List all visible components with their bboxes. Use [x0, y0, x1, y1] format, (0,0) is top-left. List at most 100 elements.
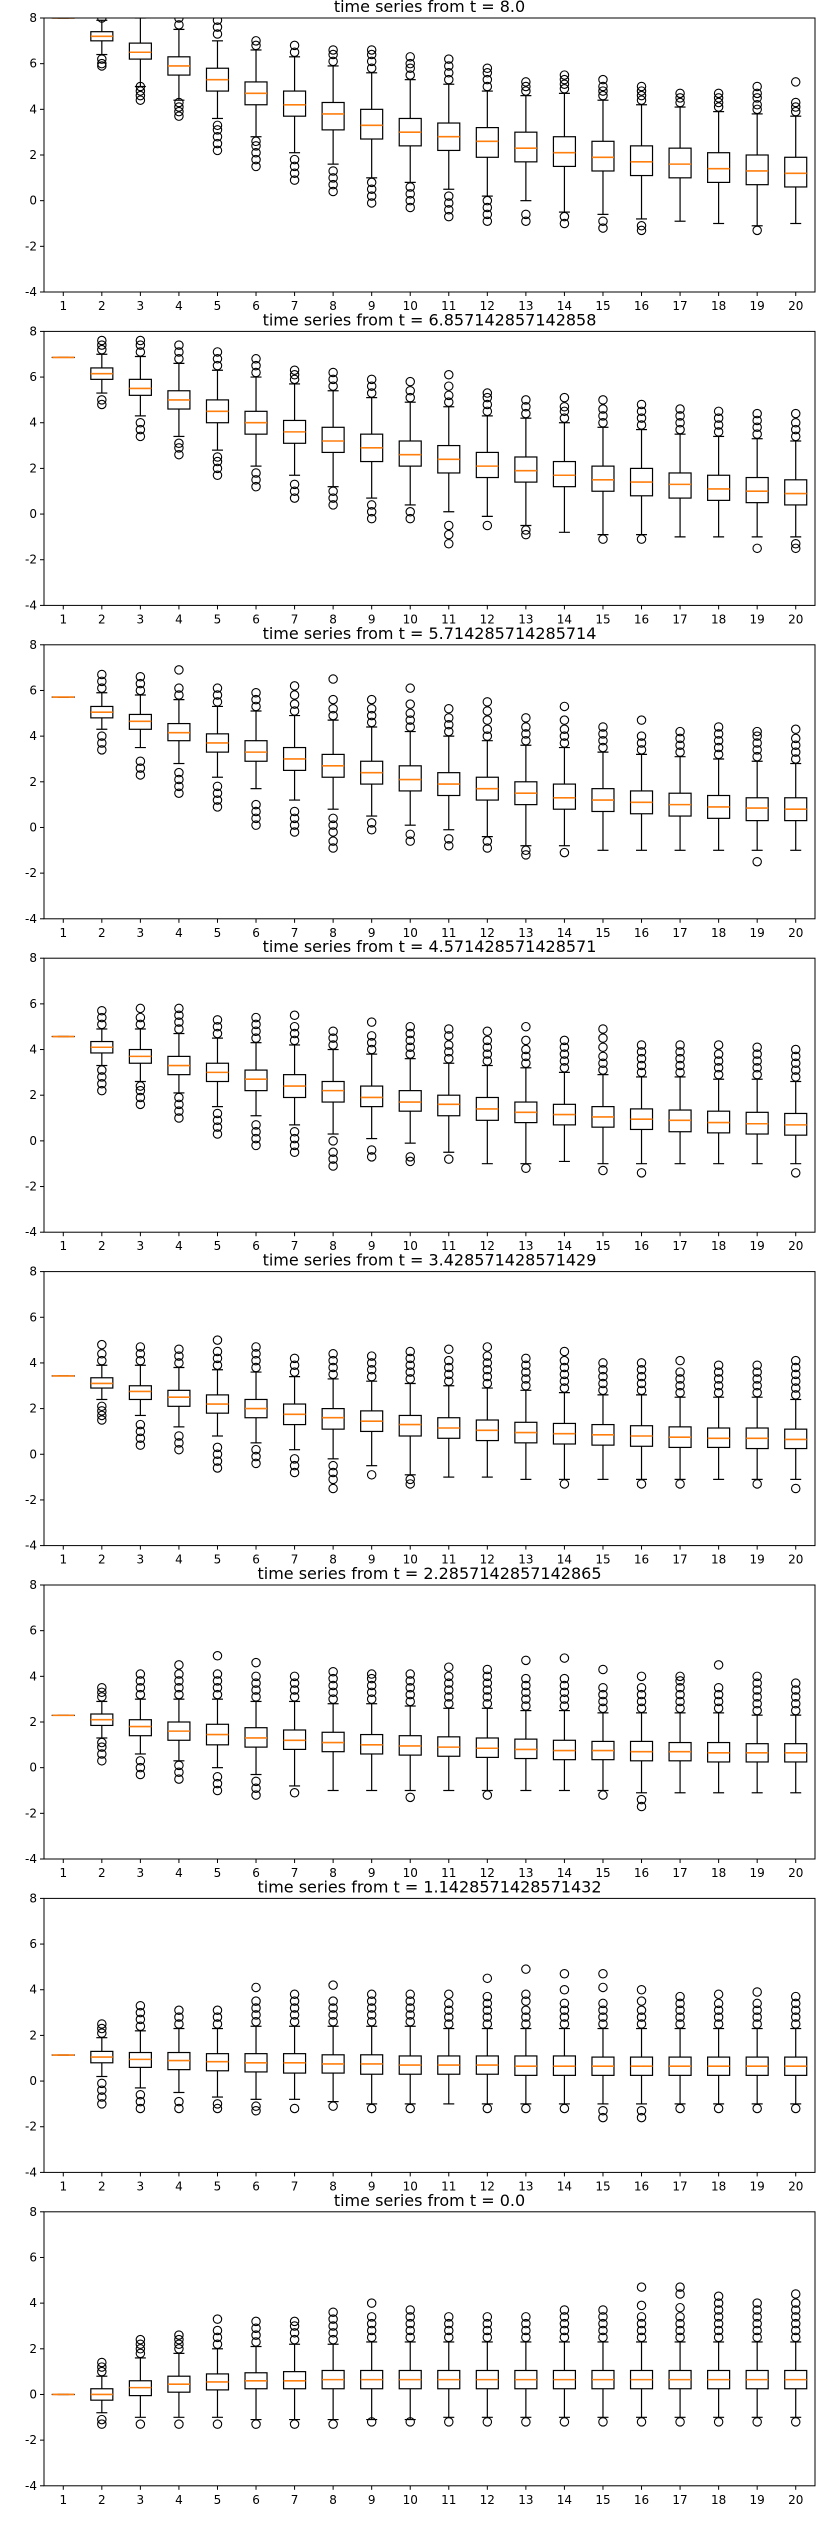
x-tick-label: 17 [672, 1239, 687, 1253]
box-5 [205, 1651, 230, 1796]
box-17 [668, 404, 692, 538]
outlier-point [636, 221, 647, 231]
outlier-point [636, 2325, 647, 2336]
outlier-point [713, 2305, 724, 2315]
box-iqr [437, 1094, 461, 1117]
outlier-point [405, 1346, 415, 1357]
outlier-point [598, 729, 608, 739]
outlier-point [675, 726, 685, 737]
outlier-point [405, 1792, 415, 1803]
outlier-point [405, 1676, 415, 1686]
outlier-point [251, 1342, 261, 1352]
box-12 [475, 697, 499, 853]
outlier-point [636, 534, 647, 544]
outlier-point [174, 1024, 184, 1034]
outlier-point [752, 1479, 762, 1489]
outlier-point [598, 395, 608, 405]
x-tick-label: 6 [252, 612, 260, 626]
outlier-point [713, 749, 724, 760]
outlier-point [521, 525, 531, 535]
box-13 [514, 77, 538, 226]
outlier-point [444, 1662, 454, 1672]
x-tick-label: 3 [137, 926, 145, 940]
outlier-point [405, 52, 415, 62]
outlier-point [212, 456, 223, 467]
box-4 [167, 665, 191, 798]
outlier-point [598, 2019, 608, 2029]
box-8 [321, 2307, 345, 2429]
box-7 [282, 1671, 307, 1798]
outlier-point [174, 1669, 184, 1679]
outlier-point [328, 2314, 338, 2324]
outlier-point [97, 58, 107, 69]
outlier-point [97, 676, 107, 687]
x-tick-label: 14 [557, 2493, 572, 2507]
box-iqr [128, 1719, 152, 1737]
outlier-point [636, 738, 647, 748]
outlier-point [289, 813, 300, 824]
outlier-point [328, 367, 338, 378]
outlier-point [598, 2332, 608, 2343]
outlier-point [97, 340, 107, 350]
outlier-point [174, 788, 184, 798]
outlier-point [636, 90, 647, 101]
x-tick-label: 12 [480, 926, 495, 940]
x-tick-label: 5 [214, 2179, 222, 2193]
outlier-point [212, 29, 223, 39]
outlier-point [97, 1012, 107, 1023]
box-iqr [668, 472, 692, 499]
box-iqr [552, 460, 577, 488]
outlier-point [251, 687, 261, 698]
x-tick-label: 19 [750, 926, 765, 940]
x-tick-label: 7 [291, 1239, 299, 1253]
outlier-point [636, 1703, 647, 1714]
box-11 [437, 703, 461, 851]
outlier-point [790, 747, 801, 757]
outlier-point [135, 1092, 146, 1103]
outlier-point [289, 806, 300, 817]
outlier-point [752, 726, 762, 737]
outlier-point [598, 81, 608, 92]
outlier-point [212, 2339, 223, 2349]
outlier-point [405, 1996, 415, 2006]
outlier-point [521, 2318, 531, 2329]
outlier-point [135, 1419, 146, 1430]
plot-area [51, 1651, 808, 1812]
outlier-point [675, 2332, 685, 2343]
outlier-point [251, 147, 261, 158]
outlier-point [212, 22, 223, 32]
outlier-point [251, 1996, 261, 2006]
outlier-point [559, 1673, 570, 1684]
outlier-point [251, 2016, 261, 2027]
outlier-point [482, 63, 493, 73]
box-10 [398, 1021, 422, 1167]
x-tick-label: 7 [291, 612, 299, 626]
outlier-point [790, 106, 801, 117]
x-tick-label: 6 [252, 926, 260, 940]
outlier-point [521, 1687, 531, 1698]
outlier-point [289, 370, 300, 380]
outlier-point [559, 1035, 570, 1046]
outlier-point [251, 1790, 261, 1800]
outlier-point [135, 763, 146, 773]
outlier-point [444, 2019, 454, 2029]
outlier-point [444, 370, 454, 380]
x-tick-label: 13 [518, 1866, 533, 1880]
outlier-point [289, 168, 300, 179]
x-tick-label: 19 [750, 2493, 765, 2507]
outlier-point [251, 1355, 261, 1366]
outlier-point [251, 468, 261, 478]
outlier-point [405, 708, 415, 719]
outlier-point [636, 1794, 647, 1805]
outlier-point [251, 1685, 261, 1695]
box-3 [128, 18, 152, 105]
outlier-point [366, 824, 377, 835]
outlier-point [713, 93, 724, 103]
outlier-point [289, 1989, 300, 2000]
outlier-point [97, 1749, 107, 1759]
outlier-point [289, 1678, 300, 1688]
outlier-point [752, 81, 762, 92]
outlier-point [444, 198, 454, 208]
box-iqr [128, 42, 152, 60]
outlier-point [289, 1353, 300, 1364]
